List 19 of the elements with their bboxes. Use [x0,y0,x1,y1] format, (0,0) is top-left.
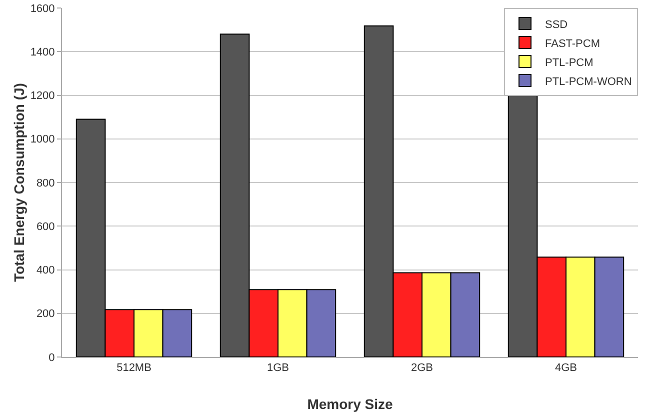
legend-label: FAST-PCM [545,38,600,50]
y-tick-label: 1000 [30,134,55,146]
legend-label: PTL-PCM [545,56,594,69]
y-tick-label: 800 [36,177,55,190]
x-axis-title: Memory Size [307,396,394,412]
y-axis-title: Total Energy Consumption (J) [11,83,27,282]
x-tick-label: 512MB [116,362,152,374]
x-tick-label: 1GB [266,362,290,374]
y-tick-label: 600 [36,220,55,233]
legend-label: PTL-PCM-WORN [545,76,632,88]
y-tick-label: 1400 [30,46,55,58]
legend-label: SSD [545,18,568,31]
y-tick-label: 0 [48,352,55,364]
x-tick-label: 2GB [410,362,434,374]
x-tick-label: 4GB [554,362,578,374]
y-tick-label: 1600 [30,2,55,15]
y-tick-label: 200 [36,308,55,320]
y-tick-label: 400 [36,264,55,277]
y-tick-label: 1200 [30,90,55,102]
